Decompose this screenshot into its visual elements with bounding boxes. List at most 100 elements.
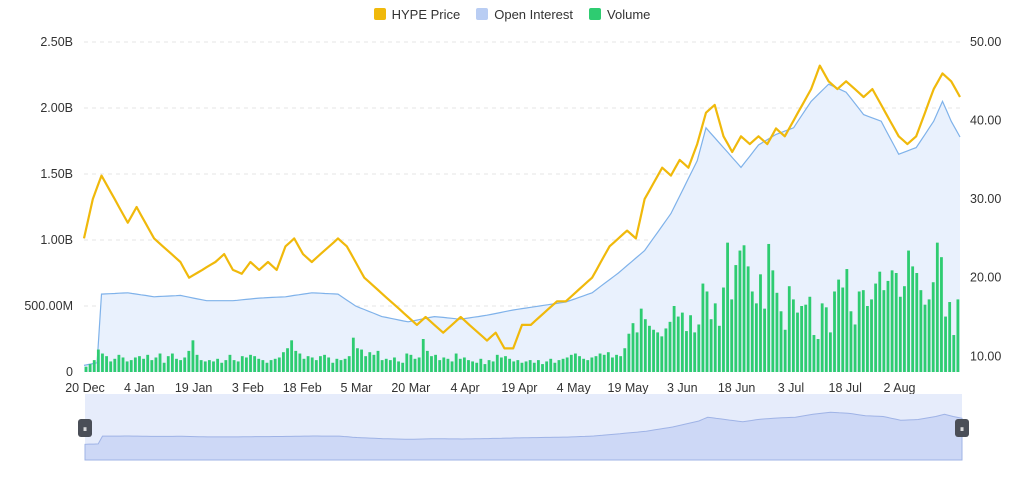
volume-bar (471, 361, 474, 372)
volume-bar (828, 332, 832, 372)
volume-bar (754, 303, 758, 372)
volume-bar (882, 290, 886, 372)
volume-bar (841, 287, 845, 372)
volume-bar (425, 350, 429, 372)
volume-bar (783, 329, 787, 372)
x-tick-label: 19 Apr (501, 381, 537, 395)
volume-bar (796, 312, 799, 372)
volume-bar (105, 356, 108, 372)
volume-bar (903, 286, 906, 372)
volume-bar (113, 358, 117, 372)
volume-bar (232, 360, 236, 372)
volume-bar (771, 270, 775, 372)
volume-bar (956, 299, 960, 372)
volume-bar (187, 350, 191, 372)
volume-bar (269, 360, 273, 372)
right-tick-label: 20.00 (970, 271, 1001, 285)
volume-bar (578, 356, 581, 372)
volume-bar (195, 354, 199, 372)
legend-item-open-interest[interactable]: Open Interest (476, 5, 573, 23)
volume-bar (853, 324, 857, 372)
volume-bar (536, 360, 540, 372)
volume-bar (417, 357, 421, 372)
volume-bar (866, 306, 869, 372)
volume-bar (257, 358, 261, 372)
volume-bar (672, 306, 676, 372)
volume-bar (356, 348, 359, 372)
volume-bar (236, 361, 240, 372)
legend-item-volume[interactable]: Volume (589, 5, 650, 23)
volume-bar (787, 286, 791, 372)
volume-bar (940, 257, 943, 372)
volume-bar (454, 353, 458, 372)
x-tick-label: 18 Jun (718, 381, 756, 395)
navigator-handle-left[interactable]: ⏸ (78, 419, 92, 437)
volume-bar (314, 360, 318, 372)
volume-bar (240, 356, 244, 372)
volume-bar (689, 315, 692, 372)
volume-bar (343, 358, 347, 372)
volume-bar (668, 321, 672, 372)
volume-bar (627, 333, 631, 372)
volume-bar (224, 360, 228, 372)
volume-bar (438, 360, 442, 372)
volume-bar (820, 303, 824, 372)
volume-bar (290, 340, 294, 372)
volume-bar (376, 350, 380, 372)
volume-bar (339, 360, 343, 372)
volume-bar (907, 250, 910, 372)
volume-bar (413, 358, 417, 372)
volume-bar (162, 362, 166, 372)
volume-bar (561, 358, 565, 372)
volume-bar (491, 361, 495, 372)
x-tick-label: 18 Feb (283, 381, 322, 395)
volume-bar (574, 353, 577, 372)
volume-bar (446, 358, 450, 372)
volume-bar (717, 325, 721, 372)
volume-bar (499, 357, 503, 372)
left-tick-label: 1.00B (40, 233, 73, 247)
range-navigator[interactable]: ⏸ ⏸ (78, 394, 969, 461)
navigator-handle-right[interactable]: ⏸ (955, 419, 969, 437)
volume-bar (475, 362, 479, 372)
volume-bar (310, 357, 314, 372)
volume-bar (368, 352, 372, 372)
open-interest-line (83, 83, 961, 366)
volume-bar (845, 269, 849, 372)
volume-bar (462, 357, 466, 372)
volume-bar (557, 360, 561, 372)
volume-bar (125, 361, 129, 372)
volume-bar (372, 354, 376, 372)
right-tick-label: 40.00 (970, 114, 1001, 128)
left-tick-label: 1.50B (40, 167, 73, 181)
x-tick-label: 19 Jan (175, 381, 213, 395)
volume-bar (244, 357, 248, 372)
volume-bar (816, 339, 820, 372)
volume-bar (220, 362, 224, 372)
volume-bar (549, 358, 553, 372)
volume-bar (611, 357, 614, 372)
volume-bar (606, 352, 610, 372)
volume-bar (767, 243, 771, 372)
volume-bar (722, 287, 725, 372)
volume-bar (804, 304, 808, 372)
volume-bar (212, 361, 215, 372)
x-tick-label: 18 Jul (829, 381, 862, 395)
volume-bar (84, 366, 88, 372)
volume-bar (405, 353, 409, 372)
volume-bar (800, 306, 804, 372)
volume-bar (713, 303, 717, 372)
volume-bar (516, 360, 520, 372)
volume-bar (935, 242, 939, 372)
volume-bar (331, 362, 335, 372)
volume-bar (652, 329, 655, 372)
x-tick-label: 3 Jun (667, 381, 698, 395)
volume-bar (857, 291, 861, 372)
volume-bar (726, 242, 729, 372)
volume-bar (216, 358, 220, 372)
navigator-handle-left-glyph: ⏸ (83, 424, 88, 434)
volume-bar (931, 282, 935, 372)
legend-item-hype-price[interactable]: HYPE Price (373, 5, 460, 23)
right-tick-label: 30.00 (970, 192, 1001, 206)
volume-bar (894, 273, 898, 372)
